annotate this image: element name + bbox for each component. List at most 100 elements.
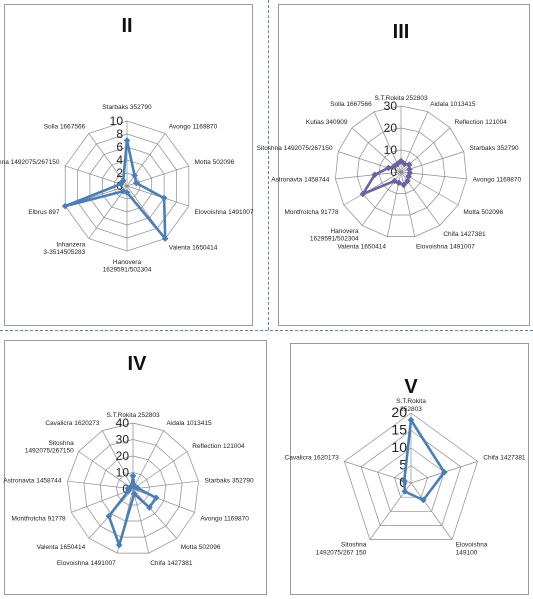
data-point-sitoshna-1492075-267150 bbox=[385, 164, 392, 172]
tick-label: 30 bbox=[384, 99, 398, 113]
axis-spoke bbox=[132, 488, 150, 554]
data-point-avongo-1169870 bbox=[131, 172, 138, 179]
grid-ring bbox=[116, 472, 150, 506]
grid-ring bbox=[356, 127, 446, 216]
category-label-inhanzera-3-3514505283: Inhanzera 3-3514505283 bbox=[43, 241, 85, 256]
tick-label: 30 bbox=[116, 433, 130, 447]
tick-label: 10 bbox=[116, 466, 130, 480]
data-point-s-t-rokita-252803 bbox=[129, 472, 137, 480]
category-label-solla-1667566: Solla 1667566 bbox=[44, 124, 86, 131]
grid-ring bbox=[343, 412, 479, 540]
tick-label: 4 bbox=[116, 153, 123, 167]
data-point-cavalicra-1620273 bbox=[128, 482, 135, 490]
category-label-s-t-rokita-252803: S.T.Rokita 252803 bbox=[396, 398, 426, 413]
chart-title: II bbox=[121, 15, 132, 37]
data-point-elovoishna-1491007 bbox=[160, 194, 168, 202]
tick-label: 20 bbox=[391, 404, 407, 420]
data-point-cavalicra-1620173 bbox=[401, 477, 408, 485]
data-point-astronavta-1458744 bbox=[371, 171, 379, 179]
category-label-valenta-1650414: Valenta 1650414 bbox=[37, 544, 86, 551]
category-label-aidala-1013415: Aidala 1013415 bbox=[430, 101, 476, 108]
tick-label: 6 bbox=[116, 140, 123, 154]
tick-label: 10 bbox=[384, 143, 398, 157]
axis-spoke bbox=[344, 461, 412, 484]
data-point-motta-502096 bbox=[132, 179, 140, 187]
grid-ring bbox=[378, 149, 424, 194]
tick-label: 15 bbox=[391, 422, 407, 438]
category-label-sitoshna-1492075-267150: Sitoshna 1492075/267150 bbox=[257, 145, 333, 152]
category-label-starbaks-352790: Starbaks 352790 bbox=[469, 145, 519, 152]
vertical-separator bbox=[268, 0, 269, 330]
category-label-astronavta-1458744: Astronavta 1458744 bbox=[271, 177, 330, 184]
grid-ring bbox=[377, 447, 445, 512]
axis-spoke bbox=[88, 133, 128, 187]
category-label-chifa-1427381: Chifa 1427381 bbox=[483, 455, 526, 462]
tick-label: 20 bbox=[116, 449, 130, 463]
category-label-elovoishna-149100: Elovoishna 149100 bbox=[456, 541, 488, 556]
category-label-montfrotcha-91778: Montfrotcha 91778 bbox=[11, 516, 66, 523]
category-label-s-t-rokita-252803: S.T.Rokita 252803 bbox=[106, 412, 160, 419]
data-point-valenta-1650414 bbox=[161, 235, 169, 242]
chart-panel-IV bbox=[4, 340, 267, 595]
data-point-sitoshna-1492075-267-150 bbox=[401, 488, 409, 495]
data-point-chifa-1427381 bbox=[404, 177, 411, 185]
data-point-elovoishna-1491007 bbox=[400, 181, 408, 189]
tick-label: 40 bbox=[116, 416, 130, 430]
grid-ring bbox=[99, 455, 167, 522]
grid-ring bbox=[83, 439, 183, 538]
tick-label: 8 bbox=[116, 127, 123, 141]
category-label-sitoshna-1492075-267150: Sitoshna 1492075/267150 bbox=[0, 159, 60, 166]
data-point-motta-502096 bbox=[146, 504, 153, 511]
category-label-avongo-1169870: Avongo 1169870 bbox=[473, 177, 522, 184]
category-label-s-t-rokita-252803: S.T.Rokita 252803 bbox=[374, 95, 428, 102]
category-label-elbrus-897: Elbrus 897 bbox=[28, 209, 59, 216]
category-label-elovoishna-1491007: Elovoishna 1491007 bbox=[416, 243, 475, 250]
data-point-s-t-rokita-252803 bbox=[397, 157, 405, 165]
axis-spoke bbox=[88, 185, 128, 239]
category-label-valenta-1650414: Valenta 1650414 bbox=[169, 244, 218, 251]
grid-ring bbox=[393, 465, 429, 498]
grid-ring bbox=[360, 430, 462, 526]
tick-label: 0 bbox=[390, 165, 397, 179]
data-point-aidala-1013415 bbox=[401, 160, 408, 168]
category-label-chifa-1427381: Chifa 1427381 bbox=[443, 231, 486, 238]
category-label-sitoshna-1492075-267-150: Sitoshna 1492075/267 150 bbox=[316, 541, 367, 556]
category-label-elovoishna-1491007: Elovoishna 1491007 bbox=[195, 209, 254, 216]
chart-title: IV bbox=[128, 353, 148, 375]
axis-spoke bbox=[343, 171, 402, 206]
data-point-montfrotcha-91778 bbox=[359, 190, 367, 198]
tick-label: 20 bbox=[384, 121, 398, 135]
axis-spoke bbox=[410, 482, 453, 540]
category-label-sitoshna-1492075-267150: Sitoshna 1492075/267150 bbox=[25, 440, 74, 455]
data-point-chifa-1427381 bbox=[130, 490, 138, 498]
category-label-elovoishna-1491007: Elovoishna 1491007 bbox=[57, 560, 116, 567]
category-label-cavalicra-1620273: Cavalicra 1620273 bbox=[45, 420, 100, 427]
category-label-starbaks-352790: Starbaks 352790 bbox=[204, 477, 254, 484]
data-point-elbrus-897 bbox=[61, 202, 69, 210]
category-label-reflection-121004: Reflection 121004 bbox=[192, 443, 245, 450]
chart-title: III bbox=[393, 21, 410, 43]
axis-spoke bbox=[65, 165, 128, 187]
data-point-solla-1667566 bbox=[119, 177, 127, 185]
axis-spoke bbox=[132, 488, 195, 513]
axis-spoke bbox=[102, 430, 134, 490]
axis-spoke bbox=[335, 171, 402, 180]
axis-spoke bbox=[67, 480, 134, 490]
data-point-valenta-1650414 bbox=[395, 179, 403, 187]
category-label-avongo-1169870: Avongo 1169870 bbox=[169, 124, 218, 131]
axis-spoke bbox=[71, 488, 134, 513]
series-line bbox=[402, 418, 446, 502]
axis-spoke bbox=[132, 480, 199, 490]
category-label-hanovera-1629591-502304: Hanovera 1629591/502304 bbox=[310, 228, 359, 243]
data-point-elovoishna-1491007 bbox=[115, 541, 123, 549]
category-label-valenta-1650414: Valenta 1650414 bbox=[337, 243, 386, 250]
category-label-kutias-340909: Kutias 340909 bbox=[306, 119, 348, 126]
category-label-montfrotcha-91778: Montfrotcha 91778 bbox=[284, 209, 339, 216]
category-label-cavalicra-1620173: Cavalicra 1620173 bbox=[285, 455, 340, 462]
category-label-motta-502096: Motta 502096 bbox=[463, 209, 503, 216]
tick-label: 10 bbox=[391, 439, 407, 455]
